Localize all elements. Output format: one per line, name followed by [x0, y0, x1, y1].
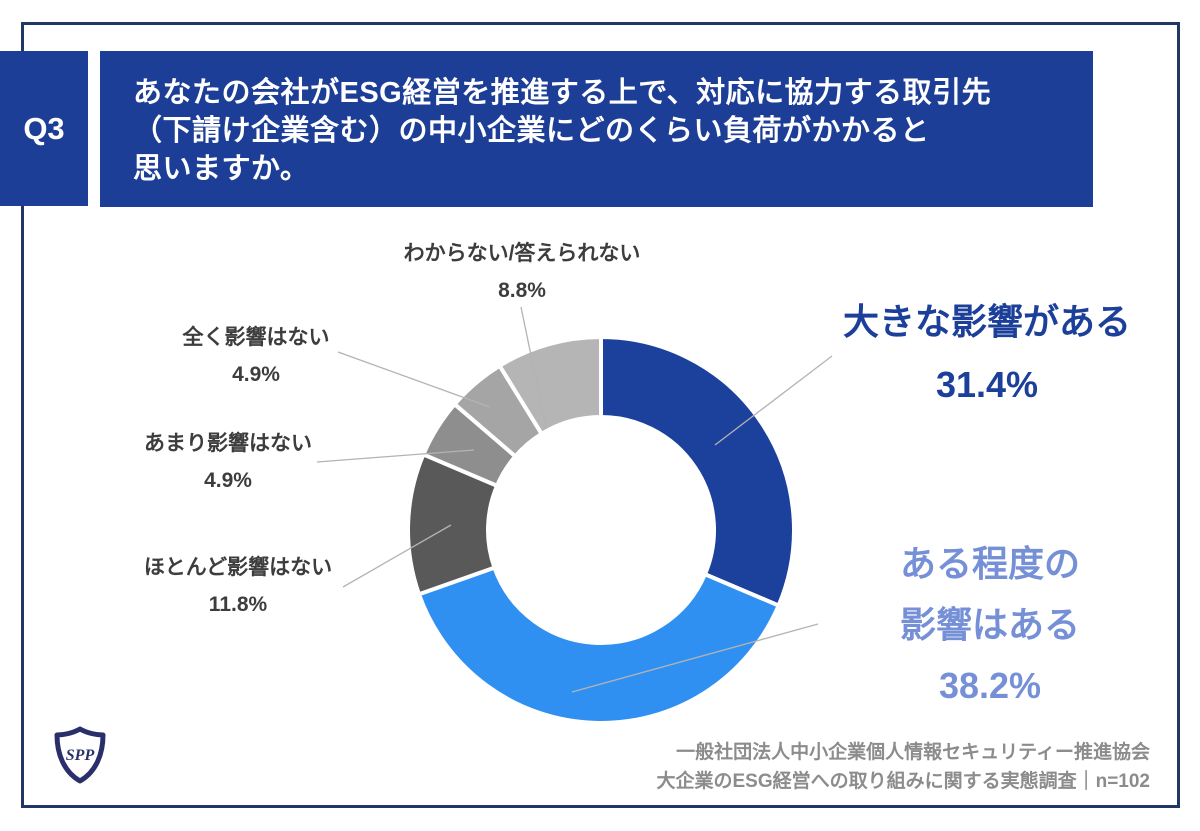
logo-shield-icon	[54, 726, 106, 784]
leader-line-none	[337, 351, 491, 408]
leader-line-little	[316, 449, 475, 463]
callout-percent: 4.9%	[232, 363, 280, 386]
callout-label: わからない/答えられない	[403, 242, 641, 265]
callout-almost-no-impact: ほとんど影響はない 11.8%	[88, 549, 388, 623]
page-border-frame	[21, 22, 1180, 808]
source-line-2: 大企業のESG経営への取り組みに関する実態調査｜n=102	[656, 771, 1150, 792]
logo-text: SPP	[66, 747, 95, 764]
callout-percent: 38.2%	[938, 665, 1042, 706]
leader-line-almost	[342, 524, 452, 588]
leader-line-some	[571, 623, 819, 693]
callout-percent: 31.4%	[935, 364, 1039, 405]
question-number: Q3	[23, 110, 65, 146]
question-banner: あなたの会社がESG経営を推進する上で、対応に協力する取引先 （下請け企業含む）…	[100, 51, 1093, 207]
source-attribution: 一般社団法人中小企業個人情報セキュリティー推進協会 大企業のESG経営への取り組…	[656, 738, 1150, 796]
leader-line-large	[714, 355, 833, 446]
callout-label: ある程度の	[899, 543, 1080, 584]
question-text-line: 思いますか。	[133, 153, 310, 185]
callout-percent: 8.8%	[498, 279, 546, 302]
leader-line-unknown	[520, 306, 547, 429]
callout-some-impact: ある程度の 影響はある 38.2%	[790, 533, 1190, 716]
donut-segment-1	[416, 565, 782, 725]
donut-segment-0	[599, 334, 796, 609]
donut-segment-5	[496, 334, 603, 437]
callout-little-impact: あまり影響はない 4.9%	[78, 425, 378, 499]
callout-label: あまり影響はない	[144, 432, 312, 455]
donut-segments	[406, 334, 796, 725]
question-number-box: Q3	[0, 51, 88, 206]
callout-big-impact: 大きな影響がある 31.4%	[787, 301, 1187, 406]
leader-lines	[316, 306, 833, 693]
source-line-1: 一般社団法人中小企業個人情報セキュリティー推進協会	[676, 742, 1150, 763]
association-logo: SPP	[54, 726, 106, 784]
callout-percent: 4.9%	[204, 469, 252, 492]
question-text-line: あなたの会社がESG経営を推進する上で、対応に協力する取引先	[133, 77, 992, 109]
callout-label: 全く影響はない	[182, 326, 330, 349]
callout-no-impact: 全く影響はない 4.9%	[106, 319, 406, 393]
callout-label: 大きな影響がある	[842, 301, 1131, 342]
callout-percent: 11.8%	[208, 593, 268, 616]
callout-label: ほとんど影響はない	[143, 556, 333, 579]
question-text-line: （下請け企業含む）の中小企業にどのくらい負荷がかかると	[133, 115, 930, 147]
callout-label: 影響はある	[899, 604, 1080, 645]
callout-unknown: わからない/答えられない 8.8%	[362, 235, 682, 309]
